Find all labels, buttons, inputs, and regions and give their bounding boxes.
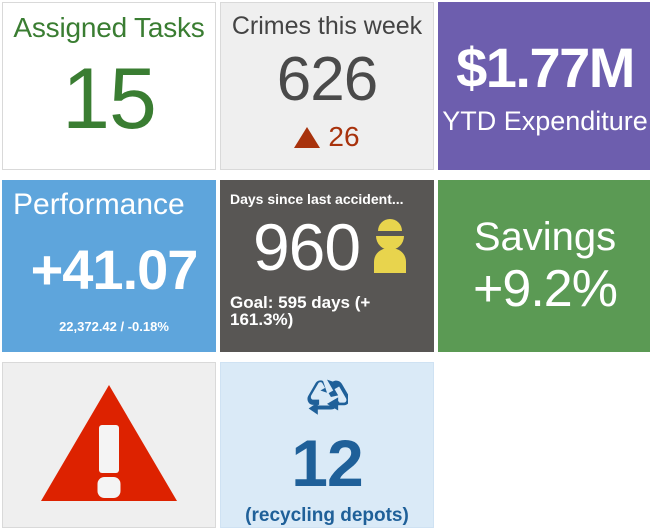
tile-days-since-accident[interactable]: Days since last accident... 960 Goal: 59…	[220, 180, 434, 352]
recycling-depots-value: 12	[291, 426, 363, 500]
performance-subtext: 22,372.42 / -0.18%	[59, 319, 169, 334]
triangle-up-icon	[294, 126, 321, 148]
crimes-delta-value: 26	[328, 121, 360, 152]
performance-value: +41.07	[30, 238, 199, 301]
tile-crimes-this-week[interactable]: Crimes this week 626 26	[220, 2, 434, 170]
savings-title: Savings	[473, 215, 617, 259]
days-since-accident-row: 960	[253, 214, 410, 280]
tile-empty-slot	[438, 362, 650, 528]
savings-value: +9.2%	[473, 260, 618, 318]
days-since-accident-goal: Goal: 595 days (+ 161.3%)	[230, 293, 371, 329]
tile-recycling-depots[interactable]: 12 (recycling depots)	[220, 362, 434, 528]
warning-triangle-icon	[39, 381, 179, 510]
ytd-expenditure-value: $1.77M	[456, 35, 635, 99]
tile-savings[interactable]: Savings +9.2%	[438, 180, 650, 352]
days-since-accident-title: Days since last accident...	[230, 191, 404, 207]
performance-title: Performance	[13, 188, 185, 221]
ytd-expenditure-label: YTD Expenditure	[442, 105, 648, 136]
recycling-symbol-icon	[306, 377, 350, 424]
tile-ytd-expenditure[interactable]: $1.77M YTD Expenditure	[438, 2, 650, 170]
tile-alert[interactable]	[2, 362, 216, 528]
recycling-depots-label: (recycling depots)	[245, 505, 409, 526]
crimes-title: Crimes this week	[231, 12, 423, 40]
construction-worker-icon	[370, 217, 410, 278]
assigned-tasks-title: Assigned Tasks	[13, 12, 205, 43]
crimes-delta: 26	[294, 121, 360, 152]
tile-assigned-tasks[interactable]: Assigned Tasks 15	[2, 2, 216, 170]
assigned-tasks-value: 15	[62, 51, 157, 147]
crimes-value: 626	[276, 45, 378, 114]
days-since-accident-value: 960	[252, 210, 361, 284]
tile-performance[interactable]: Performance +41.07 22,372.42 / -0.18%	[2, 180, 216, 352]
